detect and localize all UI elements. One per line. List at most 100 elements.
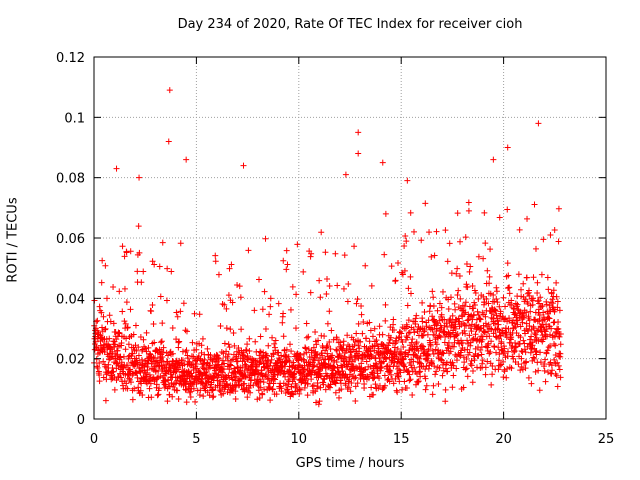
data-point [321,333,328,340]
data-point [463,260,470,267]
data-point [304,380,311,387]
chart-title: Day 234 of 2020, Rate Of TEC Index for r… [177,17,523,32]
data-point [220,390,227,397]
data-point [475,312,482,319]
data-point [554,359,561,366]
data-point [490,330,497,337]
data-point [406,377,413,384]
data-point [257,348,264,355]
data-point [233,373,240,380]
data-point [291,376,298,383]
data-point [480,293,487,300]
data-point [186,389,193,396]
data-point [345,281,352,288]
data-point [285,353,292,360]
data-point [204,345,211,352]
data-point [393,387,400,394]
data-point [412,320,419,327]
data-point [352,383,359,390]
data-point [457,352,464,359]
data-point [433,368,440,375]
data-point [320,381,327,388]
data-point [430,382,437,389]
data-point [246,335,253,342]
data-point [505,272,512,279]
data-point [397,369,404,376]
data-point [135,223,142,230]
data-point [238,326,245,333]
data-point [495,321,502,328]
data-point [522,330,529,337]
data-point [149,258,156,265]
data-point [282,373,289,380]
data-point [487,349,494,356]
data-point [454,265,461,272]
data-point [226,361,233,368]
data-point [287,306,294,313]
data-point [124,385,131,392]
data-point [322,386,329,393]
data-point [404,334,411,341]
data-point [358,311,365,318]
data-point [357,338,364,345]
data-point [525,327,532,334]
data-point [493,349,500,356]
data-point [156,385,163,392]
data-point [351,367,358,374]
data-point [481,209,488,216]
data-point [555,238,562,245]
data-point [445,345,452,352]
data-point [474,364,481,371]
data-point [197,387,204,394]
data-point [431,252,438,259]
data-point [416,359,423,366]
data-point [553,279,560,286]
data-point [137,387,144,394]
data-point [138,356,145,363]
data-point [469,367,476,374]
data-point [470,305,477,312]
data-point [290,391,297,398]
data-point [436,365,443,372]
data-point [368,352,375,359]
data-point [336,352,343,359]
data-point [121,253,128,260]
data-point [445,305,452,312]
data-point [556,307,563,314]
data-point [525,374,532,381]
data-point [415,378,422,385]
data-point [415,378,422,385]
data-point [107,318,114,325]
data-point [302,345,309,352]
data-point [204,389,211,396]
data-point [376,355,383,362]
data-point [504,260,511,267]
data-point [430,350,437,357]
data-point [532,245,539,252]
data-point [425,353,432,360]
data-point [401,242,408,249]
data-point [267,295,274,302]
data-point [399,271,406,278]
data-point [403,333,410,340]
data-point [494,318,501,325]
data-point [151,339,158,346]
data-point [265,342,272,349]
data-point [530,295,537,302]
data-point [94,335,101,342]
data-point [226,265,233,272]
data-point [405,285,412,292]
data-point [514,306,521,313]
data-point [264,358,271,365]
data-point [272,337,279,344]
data-point [147,351,154,358]
data-point [446,240,453,247]
data-point [372,360,379,367]
data-point [530,354,537,361]
data-point [218,349,225,356]
data-point [463,365,470,372]
data-point [128,379,135,386]
data-point [461,359,468,366]
data-point [481,299,488,306]
data-point [413,312,420,319]
